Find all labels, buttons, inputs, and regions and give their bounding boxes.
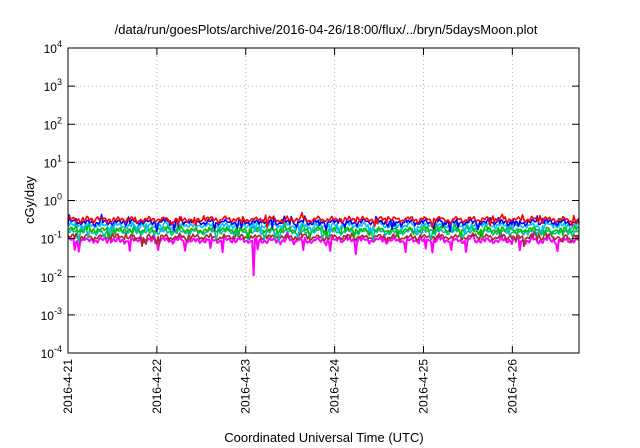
y-axis-ticks: 10-4 10-3 10-2 10-1 100 101 102 103 104 — [41, 39, 579, 361]
y-tick-label: 100 — [44, 192, 62, 209]
chart-title: /data/run/goesPlots/archive/2016-04-26/1… — [115, 22, 538, 37]
series-line — [67, 229, 580, 248]
y-tick-label: 10-1 — [41, 230, 62, 247]
y-tick-label: 102 — [44, 115, 62, 132]
x-axis-label: Coordinated Universal Time (UTC) — [224, 430, 423, 445]
series-group — [67, 211, 580, 277]
x-tick-label: 2016-4-21 — [61, 359, 75, 414]
x-tick-label: 2016-4-23 — [239, 359, 253, 414]
y-tick-label: 10-4 — [41, 344, 62, 361]
series-line — [67, 221, 580, 239]
x-tick-label: 2016-4-22 — [150, 359, 164, 414]
y-tick-label: 103 — [44, 77, 62, 94]
grid — [68, 48, 579, 353]
y-tick-label: 10-2 — [41, 268, 62, 285]
x-tick-label: 2016-4-26 — [505, 359, 519, 414]
y-tick-label: 101 — [44, 153, 62, 170]
x-tick-label: 2016-4-25 — [416, 359, 430, 414]
y-tick-label: 10-3 — [41, 306, 62, 323]
series-line — [67, 222, 580, 243]
series-line — [67, 217, 580, 235]
x-tick-label: 2016-4-24 — [328, 359, 342, 414]
x-axis-ticks: 2016-4-21 2016-4-22 2016-4-23 2016-4-24 2016… — [61, 48, 519, 414]
y-axis-label: cGy/day — [22, 176, 37, 224]
y-tick-label: 104 — [44, 39, 62, 56]
series-line — [67, 211, 580, 229]
